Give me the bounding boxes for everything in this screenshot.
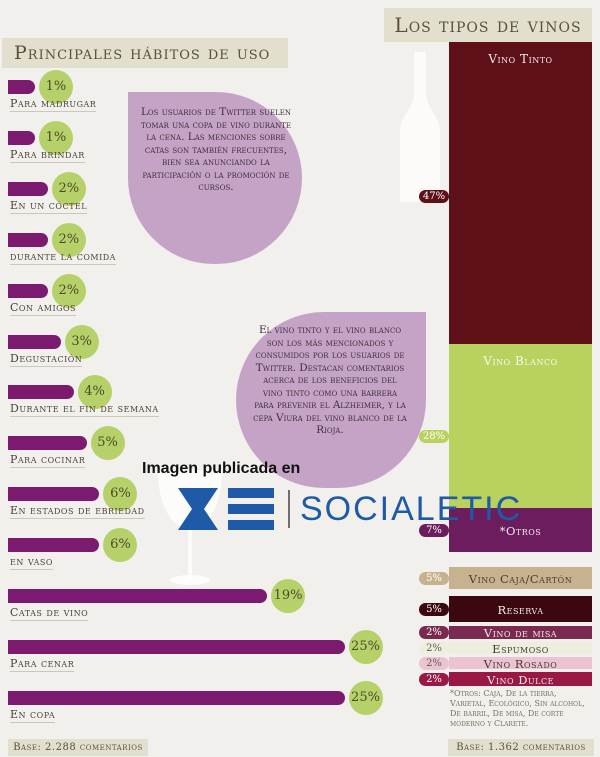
wine-segment-label: Espumoso [492,641,549,656]
habit-bar [8,130,35,145]
habit-bar [8,181,48,196]
watermark-caption: Imagen publicada en [142,460,301,477]
habit-label: Para cenar [10,656,75,672]
habit-label: Para cocinar [10,453,86,469]
wine-segment [449,657,592,669]
wine-segment-label: *Otros [499,523,542,538]
habit-label: Catas de vino [10,606,89,621]
habit-label: durante la comida [10,249,116,265]
habit-bar [8,639,345,654]
wine-segment-label: Vino de misa [483,626,558,640]
wine-segment-label: Vino Caja/Cartón [468,571,573,586]
habit-value-bubble: 5% [90,426,125,461]
habit-bar [8,334,61,349]
habit-value-bubble: 6% [103,528,138,563]
wine-segment [449,42,592,344]
habit-bar [8,436,87,451]
wine-segment [449,596,592,622]
wine-segment-label: Vino Dulce [487,672,554,687]
wine-percent-tag: 2% [419,641,449,655]
habit-label: Para madrugar [10,97,97,112]
habit-value-bubble: 2% [51,222,86,257]
wine-percent-tag: 28% [419,430,449,444]
habit-bar [8,589,268,603]
wine-percent-tag: 47% [419,189,449,203]
habit-label: Con amigos [10,300,77,316]
wine-segment [449,626,592,639]
habit-bar [8,283,48,298]
wine-segment-label: Vino Tinto [488,52,553,66]
wine-types-base-label: Base: 1.362 comentarios [448,739,594,756]
others-footnote: *Otros: Caja, De la tierra, Varietal, Ec… [450,689,585,728]
wine-percent-tag: 2% [419,656,449,670]
wine-percent-tag: 5% [419,571,449,585]
wine-percent-tag: 7% [419,523,449,537]
wine-segment [449,672,592,686]
habit-value-bubble: 6% [103,477,138,512]
habit-label: En copa [10,707,56,723]
habit-bar [8,232,48,247]
habit-value-bubble: 1% [38,70,73,104]
habit-bar [8,385,74,400]
habit-value-bubble: 1% [38,120,73,155]
habit-label: Para brindar [10,147,85,163]
watermark-brand: SOCIALETIC [300,490,523,528]
habit-label: Degustación [10,351,83,367]
wine-segment [449,567,592,589]
wine-segment [449,508,592,552]
habit-value-bubble: 2% [51,273,86,308]
wine-percent-tag: 5% [419,602,449,616]
habit-value-bubble: 25% [348,680,383,715]
wine-segment [449,642,592,654]
wine-bottle-icon [400,52,440,202]
habit-label: en vaso [10,555,53,571]
wine-percent-tag: 2% [419,672,449,686]
habits-base-label: Base: 2.288 comentarios [8,739,148,756]
habits-title: Principales hábitos de uso [2,38,288,68]
habit-value-bubble: 3% [64,324,99,359]
watermark-logo-icon [178,488,274,530]
wine-segment-label: Reserva [497,602,544,617]
wine-types-title: Los tipos de vinos [384,8,592,42]
wine-segment-label: Vino Blanco [483,353,558,368]
wine-percent-tag: 2% [419,626,449,639]
habit-label: Durante el fin de semana [10,402,159,418]
wine-mentions-note: El vino tinto y el vino blanco son los m… [236,312,426,488]
habit-label: En un cóctel [10,198,88,214]
habit-value-bubble: 25% [348,629,383,664]
wine-segment [449,343,592,524]
habit-bar [8,538,100,553]
habit-value-bubble: 19% [271,579,306,613]
watermark-divider [288,490,290,528]
habit-label: En estados de ebriedad [10,504,145,520]
habit-value-bubble: 2% [51,171,86,206]
habit-bar [8,80,35,94]
twitter-habits-note: Los usuarios de Twitter suelen tomar una… [128,92,302,264]
wine-segment-label: Vino Rosado [483,656,558,671]
habit-value-bubble: 4% [77,375,112,410]
habit-bar [8,690,345,705]
habit-bar [8,487,100,502]
